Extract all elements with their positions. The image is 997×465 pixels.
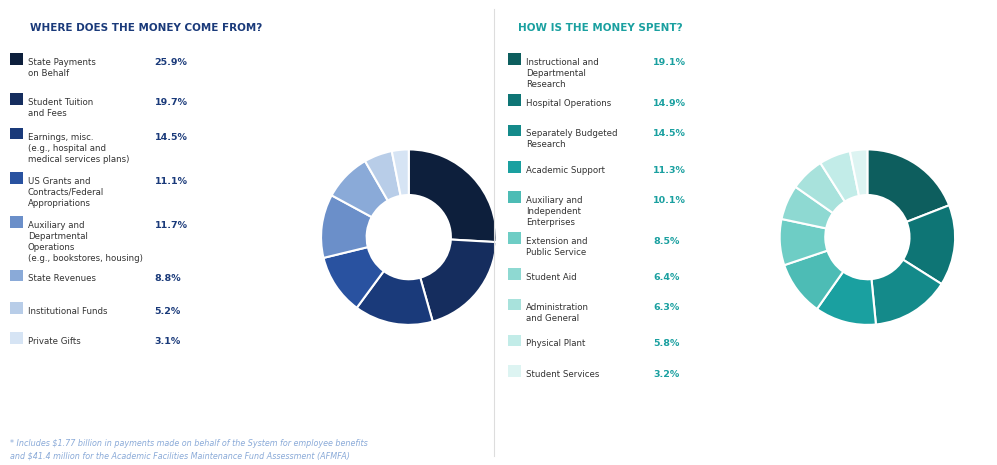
Text: 5.8%: 5.8%: [653, 339, 679, 348]
Text: WHERE DOES THE MONEY COME FROM?: WHERE DOES THE MONEY COME FROM?: [30, 23, 262, 33]
Wedge shape: [392, 149, 409, 196]
Text: HOW IS THE MONEY SPENT?: HOW IS THE MONEY SPENT?: [518, 23, 683, 33]
Wedge shape: [421, 239, 497, 322]
Wedge shape: [323, 247, 384, 308]
Text: Hospital Operations: Hospital Operations: [526, 99, 612, 108]
Text: State Revenues: State Revenues: [28, 274, 96, 283]
Wedge shape: [796, 163, 844, 213]
Text: US Grants and
Contracts/Federal
Appropriations: US Grants and Contracts/Federal Appropri…: [28, 177, 104, 208]
Wedge shape: [871, 259, 941, 325]
Text: Private Gifts: Private Gifts: [28, 337, 81, 346]
Text: 6.4%: 6.4%: [653, 273, 679, 282]
Text: 25.9%: 25.9%: [155, 58, 187, 67]
Text: Instructional and
Departmental
Research: Instructional and Departmental Research: [526, 58, 599, 89]
Text: 3.2%: 3.2%: [653, 370, 679, 379]
Text: State Payments
on Behalf: State Payments on Behalf: [28, 58, 96, 78]
Text: Earnings, misc.
(e.g., hospital and
medical services plans): Earnings, misc. (e.g., hospital and medi…: [28, 133, 130, 164]
Text: Extension and
Public Service: Extension and Public Service: [526, 237, 588, 257]
Text: Administration
and General: Administration and General: [526, 303, 589, 323]
Text: 19.1%: 19.1%: [653, 58, 686, 67]
Text: Academic Support: Academic Support: [526, 166, 605, 174]
Text: Student Tuition
and Fees: Student Tuition and Fees: [28, 98, 93, 118]
Text: 10.1%: 10.1%: [653, 196, 686, 205]
Wedge shape: [867, 149, 949, 222]
Text: 11.7%: 11.7%: [155, 221, 187, 230]
Wedge shape: [332, 161, 388, 217]
Text: 3.1%: 3.1%: [155, 337, 180, 346]
Wedge shape: [409, 149, 497, 242]
Text: Student Aid: Student Aid: [526, 273, 577, 282]
Text: 14.5%: 14.5%: [155, 133, 187, 141]
Wedge shape: [903, 205, 955, 284]
Text: 8.5%: 8.5%: [653, 237, 679, 246]
Text: 11.1%: 11.1%: [155, 177, 187, 186]
Wedge shape: [357, 271, 433, 325]
Text: Student Services: Student Services: [526, 370, 600, 379]
Text: Auxiliary and
Departmental
Operations
(e.g., bookstores, housing): Auxiliary and Departmental Operations (e…: [28, 221, 143, 263]
Text: 8.8%: 8.8%: [155, 274, 181, 283]
Wedge shape: [365, 151, 401, 200]
Text: 19.7%: 19.7%: [155, 98, 187, 106]
Text: * Includes $1.77 billion in payments made on behalf of the System for employee b: * Includes $1.77 billion in payments mad…: [10, 439, 368, 461]
Wedge shape: [849, 149, 867, 196]
Text: Separately Budgeted
Research: Separately Budgeted Research: [526, 129, 618, 149]
Wedge shape: [321, 195, 372, 258]
Wedge shape: [817, 272, 876, 325]
Text: 14.5%: 14.5%: [653, 129, 686, 138]
Text: 14.9%: 14.9%: [653, 99, 686, 108]
Wedge shape: [821, 151, 859, 202]
Wedge shape: [780, 219, 828, 265]
Text: 11.3%: 11.3%: [653, 166, 686, 174]
Wedge shape: [782, 187, 832, 228]
Text: Institutional Funds: Institutional Funds: [28, 307, 108, 316]
Text: 6.3%: 6.3%: [653, 303, 679, 312]
Text: Auxiliary and
Independent
Enterprises: Auxiliary and Independent Enterprises: [526, 196, 583, 227]
Text: Physical Plant: Physical Plant: [526, 339, 586, 348]
Text: 5.2%: 5.2%: [155, 307, 180, 316]
Wedge shape: [785, 251, 843, 309]
